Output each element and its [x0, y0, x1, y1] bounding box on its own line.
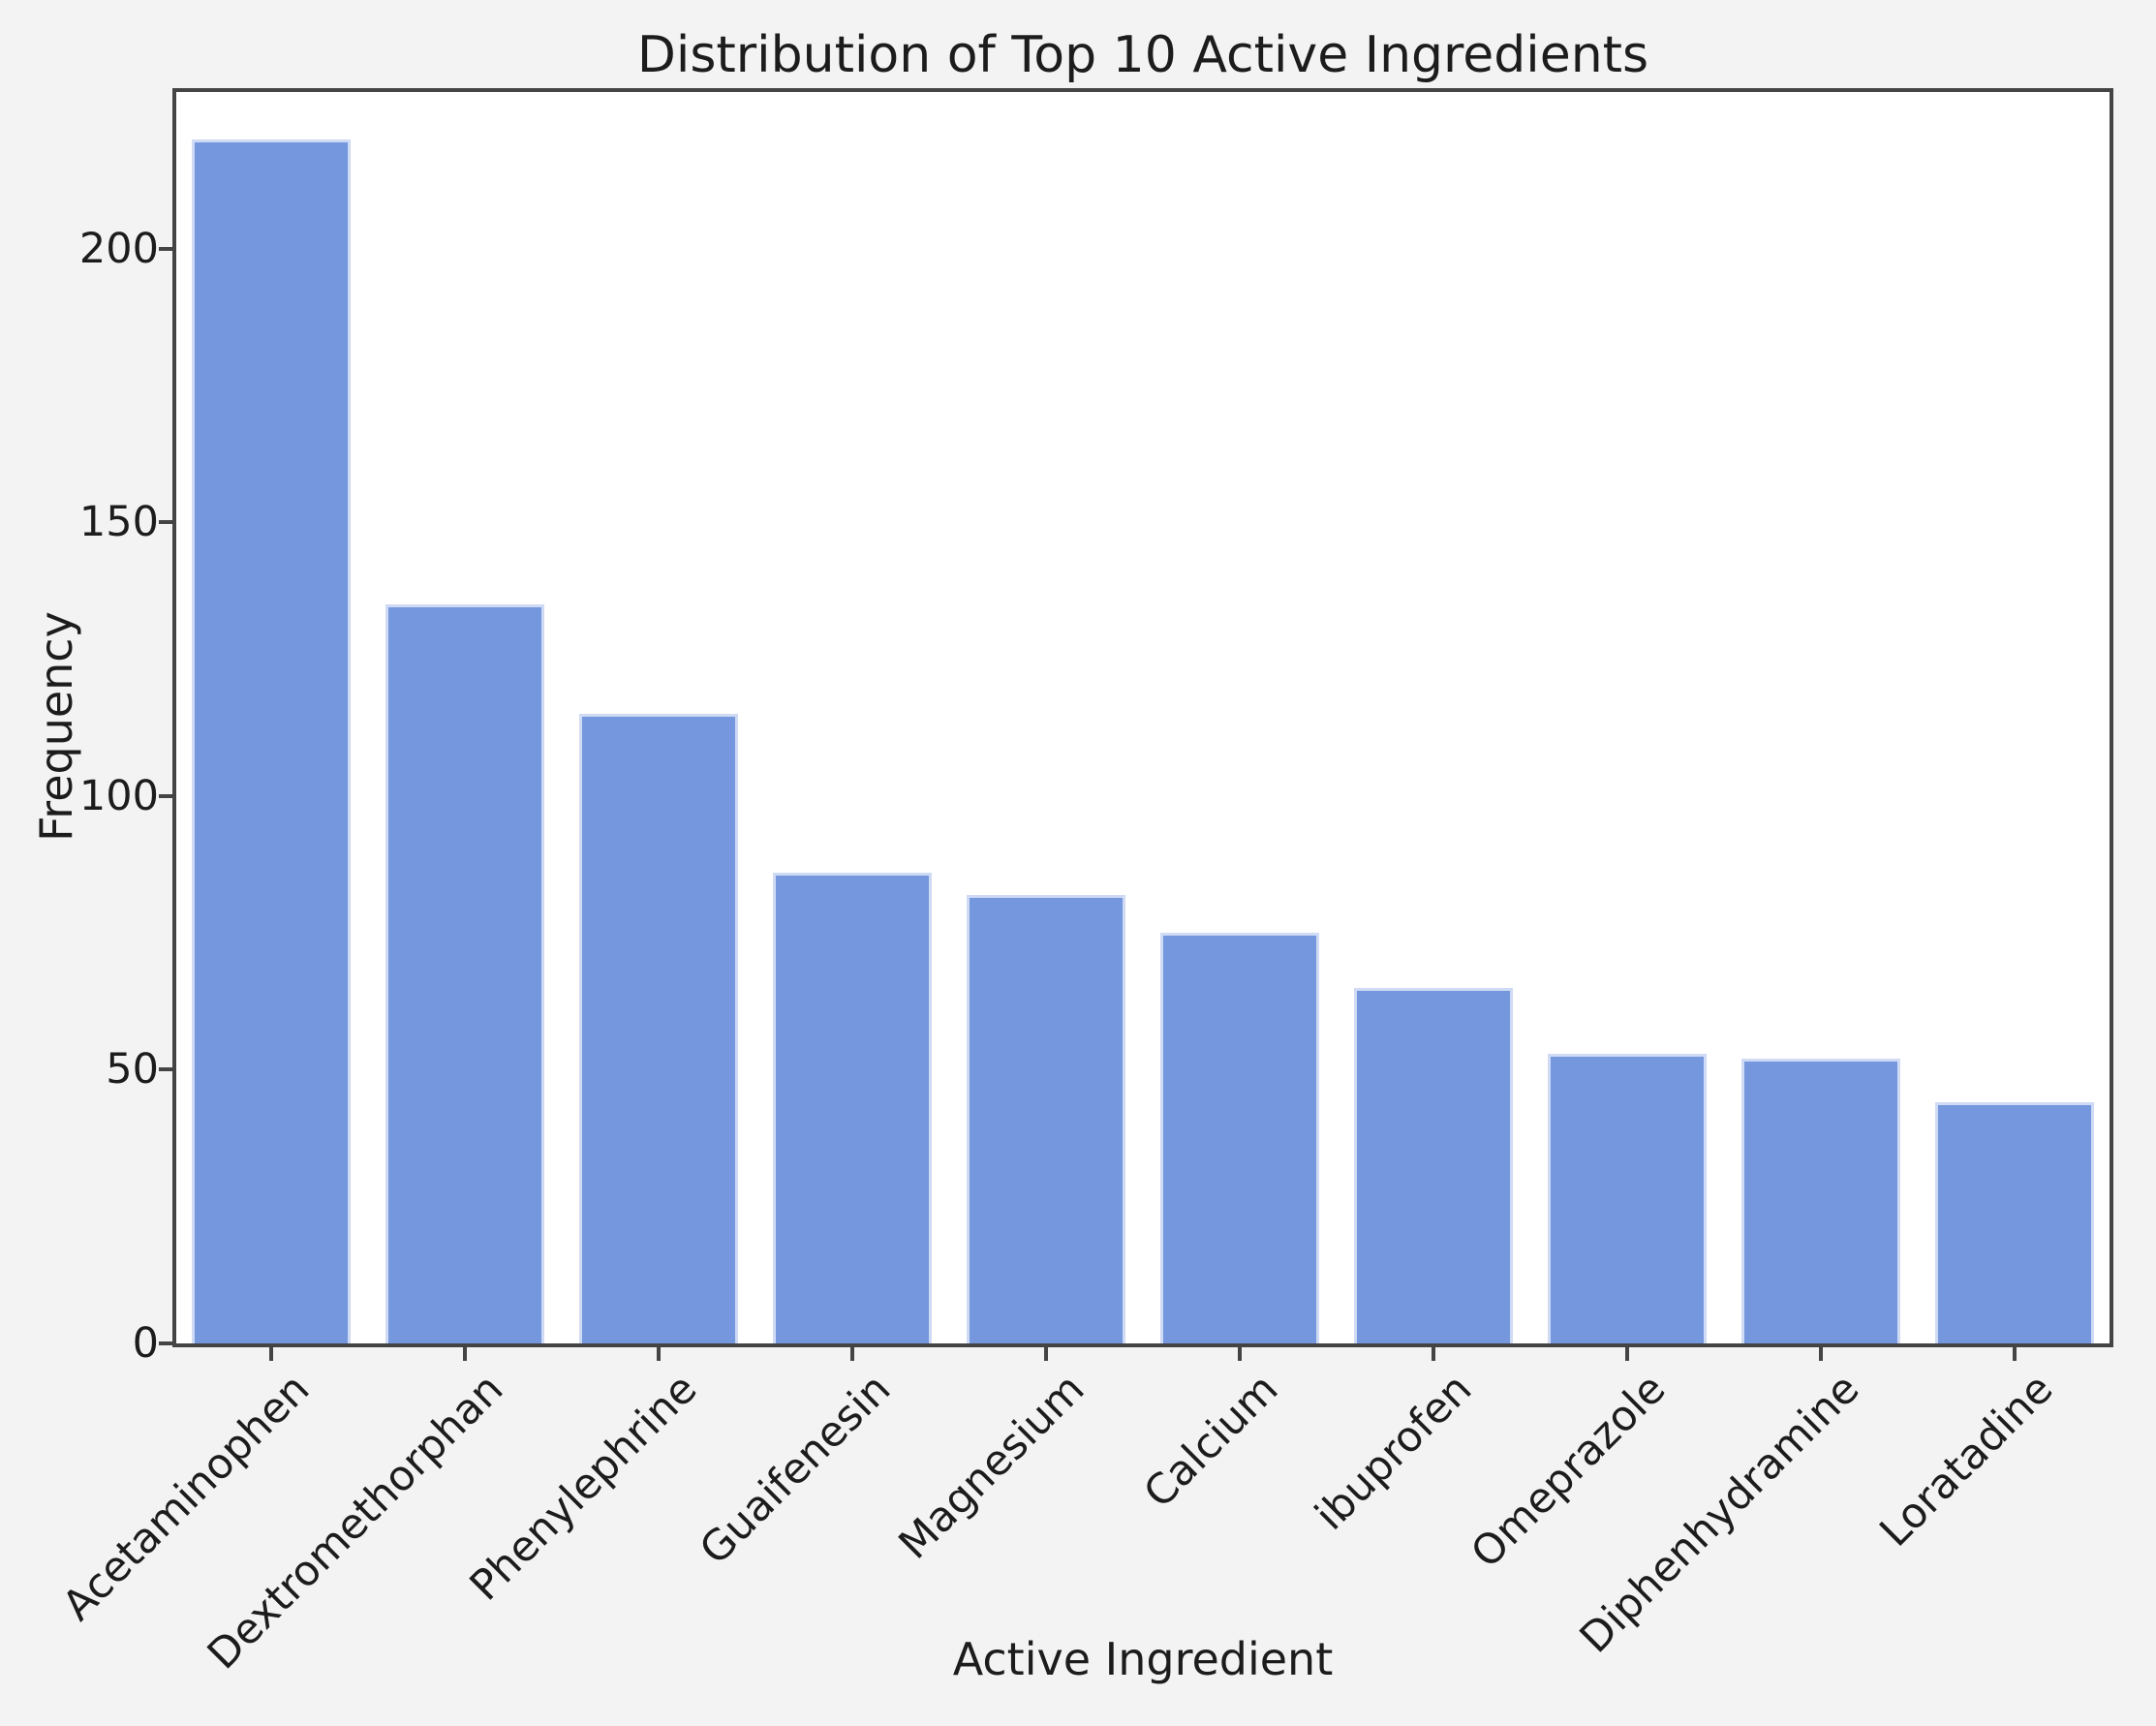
y-tick-label: 150 — [78, 498, 159, 546]
y-tick-mark — [159, 520, 172, 524]
plot-area — [172, 88, 2113, 1347]
y-tick-label: 200 — [78, 225, 159, 273]
x-tick-mark — [1819, 1347, 1823, 1361]
x-axis-label: Active Ingredient — [952, 1633, 1334, 1685]
y-axis-label-text: Frequency — [30, 611, 82, 842]
x-tick-label: Omeprazole — [1462, 1365, 1676, 1578]
x-tick-mark — [463, 1347, 467, 1361]
bar-ibuprofen — [1354, 988, 1513, 1343]
bar-phenylephrine — [579, 714, 738, 1343]
chart-title: Distribution of Top 10 Active Ingredient… — [636, 26, 1649, 84]
bar-magnesium — [967, 895, 1125, 1343]
y-tick-mark — [159, 1067, 172, 1071]
x-tick-mark — [269, 1347, 273, 1361]
y-tick-label: 100 — [78, 772, 159, 820]
bar-acetaminophen — [192, 139, 351, 1343]
x-tick-mark — [2013, 1347, 2017, 1361]
y-tick-label: 0 — [132, 1319, 159, 1368]
x-tick-label: ibuprofen — [1306, 1365, 1482, 1540]
bar-calcium — [1160, 933, 1319, 1343]
bar-loratadine — [1935, 1102, 2094, 1343]
y-tick-label: 50 — [106, 1045, 159, 1094]
x-tick-label: Guaifenesin — [691, 1365, 901, 1575]
x-tick-mark — [1238, 1347, 1242, 1361]
y-tick-mark — [159, 1341, 172, 1345]
bar-dextromethorphan — [385, 604, 544, 1343]
bar-diphenhydramine — [1741, 1059, 1900, 1343]
x-tick-label: Calcium — [1134, 1365, 1288, 1518]
bar-guaifenesin — [773, 873, 932, 1343]
plot-inner — [176, 92, 2110, 1343]
x-tick-mark — [657, 1347, 661, 1361]
x-tick-mark — [1625, 1347, 1629, 1361]
x-tick-label: Magnesium — [889, 1365, 1094, 1569]
y-tick-mark — [159, 794, 172, 798]
bar-omeprazole — [1548, 1054, 1707, 1343]
x-tick-mark — [1044, 1347, 1048, 1361]
x-tick-mark — [1432, 1347, 1435, 1361]
x-tick-label: Loratadine — [1870, 1365, 2063, 1556]
x-tick-mark — [850, 1347, 854, 1361]
y-tick-mark — [159, 247, 172, 251]
